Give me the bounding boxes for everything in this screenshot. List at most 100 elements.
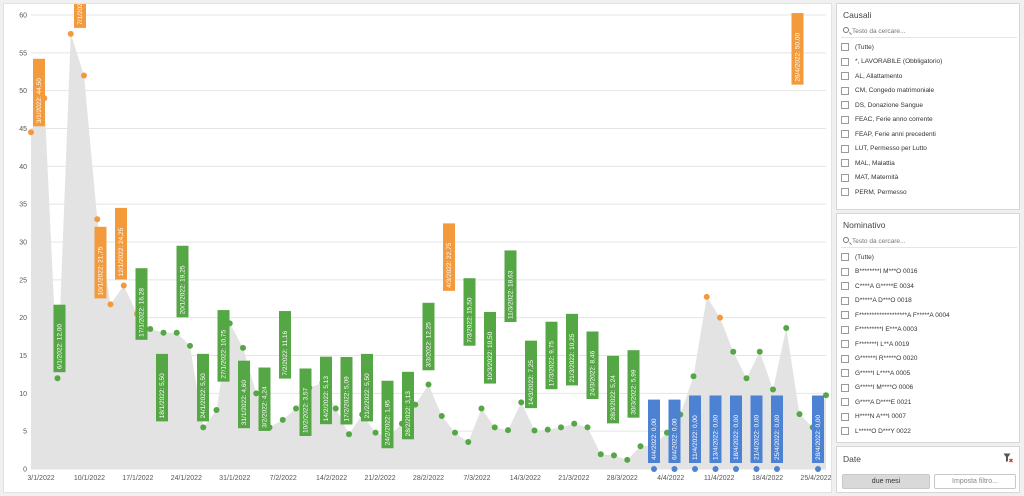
nominativo-item[interactable]: G******I R*****O 0020 <box>841 352 1017 367</box>
causali-item[interactable]: FEAP, Ferie anni precedenti <box>841 127 1017 142</box>
due-mesi-button[interactable]: due mesi <box>842 474 930 489</box>
checkbox[interactable] <box>841 282 849 291</box>
checkbox[interactable] <box>841 159 849 168</box>
data-label-box <box>299 368 312 436</box>
checkbox[interactable] <box>841 354 849 363</box>
nominativo-item[interactable]: F*********I E***A 0003 <box>841 323 1017 338</box>
checkbox[interactable] <box>841 43 849 52</box>
nominativo-item[interactable]: G*****I M****O 0006 <box>841 381 1017 396</box>
nominativo-item[interactable]: L*****O D***Y 0022 <box>841 424 1017 439</box>
causali-item[interactable]: MAL, Malattia <box>841 156 1017 171</box>
nominativo-item[interactable]: F*******I L**A 0019 <box>841 337 1017 352</box>
causali-item[interactable]: PERM, Permesso <box>841 185 1017 200</box>
checkbox[interactable] <box>841 412 849 421</box>
checkbox[interactable] <box>841 398 849 407</box>
x-tick-label: 4/4/2022 <box>657 475 684 482</box>
causali-item[interactable]: DS, Donazione Sangue <box>841 98 1017 113</box>
x-tick-label: 25/4/2022 <box>800 475 831 482</box>
nominativo-item-label: H****N A***I 0007 <box>855 413 906 421</box>
nominativo-item[interactable]: G*****I L****A 0005 <box>841 366 1017 381</box>
checkbox[interactable] <box>841 369 849 378</box>
nominativo-search-input[interactable] <box>852 236 1012 247</box>
data-label: 24/3/2022: 8,46 <box>590 350 597 396</box>
checkbox[interactable] <box>841 115 849 124</box>
data-label-box <box>135 268 148 340</box>
data-label: 17/2/2022: 5,09 <box>344 376 351 422</box>
checkbox[interactable] <box>841 188 849 197</box>
causali-item-label: FEAP, Ferie anni precedenti <box>855 130 936 138</box>
checkbox[interactable] <box>841 86 849 95</box>
causali-item[interactable]: (Tutte) <box>841 40 1017 55</box>
causali-search-input[interactable] <box>852 26 1012 37</box>
data-label: 24/1/2022: 5,50 <box>200 373 207 419</box>
causali-item-label: MAL, Malattia <box>855 159 895 167</box>
causali-item[interactable]: AL, Allattamento <box>841 69 1017 84</box>
data-label: 13/4/2022: 0,00 <box>713 414 720 460</box>
nominativo-item[interactable]: (Tutte) <box>841 250 1017 265</box>
causali-item[interactable]: CM, Congedo matrimoniale <box>841 84 1017 99</box>
causali-item[interactable]: *, LAVORABILE (Obbligatorio) <box>841 55 1017 70</box>
nominativo-item[interactable]: F*******************A F*****A 0004 <box>841 308 1017 323</box>
data-label: 6/4/2022: 0,00 <box>672 418 679 460</box>
clear-filter-icon[interactable] <box>1003 453 1013 463</box>
checkbox[interactable] <box>841 325 849 334</box>
causali-filter-panel: Causali (Tutte) *, LAVORABILE (Obbligator… <box>836 3 1020 210</box>
causali-search[interactable] <box>841 26 1017 38</box>
data-label: 14/2/2022: 5,13 <box>323 376 330 422</box>
checkbox[interactable] <box>841 57 849 66</box>
data-point <box>54 375 61 382</box>
data-point <box>465 438 472 445</box>
data-point <box>425 381 432 388</box>
data-label-box <box>648 399 660 463</box>
checkbox[interactable] <box>841 267 849 276</box>
checkbox[interactable] <box>841 383 849 392</box>
data-label: 3/2/2022: 4,24 <box>262 386 269 428</box>
checkbox[interactable] <box>841 340 849 349</box>
checkbox[interactable] <box>841 427 849 436</box>
checkbox[interactable] <box>841 311 849 320</box>
data-point <box>107 301 114 308</box>
x-tick-label: 14/3/2022 <box>510 475 541 482</box>
nominativo-item[interactable]: C****A G*****E 0034 <box>841 279 1017 294</box>
nominativo-title: Nominativo <box>843 220 886 230</box>
data-point <box>279 416 286 423</box>
search-icon <box>843 237 849 243</box>
checkbox[interactable] <box>841 441 849 442</box>
checkbox[interactable] <box>841 144 849 153</box>
causali-item-label: LUT, Permesso per Lutto <box>855 145 927 153</box>
checkbox[interactable] <box>841 253 849 262</box>
x-tick-label: 7/3/2022 <box>463 475 490 482</box>
nominativo-item[interactable]: D*****A D***O 0018 <box>841 294 1017 309</box>
causali-item-label: (Tutte) <box>855 43 874 51</box>
nominativo-item[interactable]: B********I M***O 0016 <box>841 265 1017 280</box>
data-point <box>81 72 87 79</box>
data-point <box>94 216 101 223</box>
causali-item[interactable]: LUT, Permesso per Lutto <box>841 142 1017 157</box>
data-point <box>544 426 551 433</box>
nominativo-search[interactable] <box>841 236 1017 248</box>
checkbox[interactable] <box>841 130 849 139</box>
nominativo-item[interactable]: H****N A***I 0007 <box>841 410 1017 425</box>
causali-item[interactable]: MAT, Maternità <box>841 171 1017 186</box>
nominativo-filter-panel: Nominativo (Tutte) B********I M***O 0016 C… <box>836 213 1020 443</box>
data-label: 6/1/2022: 12,00 <box>57 324 64 370</box>
checkbox[interactable] <box>841 72 849 81</box>
data-point <box>518 399 525 406</box>
data-label: 7/1/2022: 57,50 <box>77 4 84 25</box>
data-label: 21/2/2022: 5,50 <box>364 373 371 419</box>
checkbox[interactable] <box>841 173 849 182</box>
date-title: Date <box>843 454 861 464</box>
data-label: 18/1/2022: 5,50 <box>159 373 166 419</box>
data-label-box <box>566 313 578 386</box>
imposta-filtro-button[interactable]: Imposta filtro... <box>934 474 1016 489</box>
checkbox[interactable] <box>841 296 849 305</box>
search-icon <box>843 27 849 33</box>
data-label: 10/3/2022: 10,50 <box>487 331 494 380</box>
data-label: 10/2/2022: 3,57 <box>303 387 310 433</box>
nominativo-item[interactable]: G****A D****E 0021 <box>841 395 1017 410</box>
nominativo-item[interactable]: M*******I A****A 0008 <box>841 439 1017 442</box>
checkbox[interactable] <box>841 101 849 110</box>
y-tick-label: 55 <box>19 50 27 57</box>
causali-item[interactable]: FEAC, Ferie anno corrente <box>841 113 1017 128</box>
data-point <box>372 429 379 436</box>
